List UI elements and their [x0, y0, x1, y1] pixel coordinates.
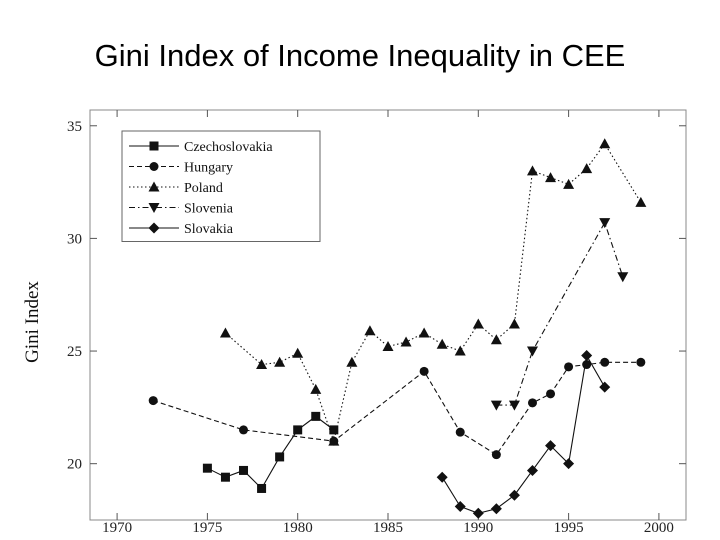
marker-triangle-up — [563, 178, 575, 189]
marker-triangle-up — [599, 138, 611, 149]
marker-triangle-up — [256, 359, 268, 370]
marker-square — [311, 411, 321, 421]
marker-circle — [600, 357, 610, 367]
series-slovakia — [436, 350, 611, 519]
marker-triangle-up — [545, 172, 557, 183]
slide-title: Gini Index of Income Inequality in CEE — [94, 38, 626, 73]
marker-triangle-up — [310, 383, 322, 394]
marker-triangle-up — [454, 345, 466, 356]
legend-label-hungary: Hungary — [184, 161, 233, 176]
x-tick-label: 1990 — [463, 520, 493, 536]
legend-label-slovenia: Slovenia — [184, 202, 234, 217]
marker-triangle-down — [490, 400, 502, 411]
marker-square — [149, 141, 159, 151]
marker-square — [202, 463, 212, 473]
marker-circle — [239, 425, 249, 435]
marker-circle — [149, 162, 159, 171]
marker-triangle-down — [526, 346, 538, 357]
marker-diamond — [545, 440, 557, 452]
marker-circle — [564, 362, 574, 372]
y-axis-title: Gini Index — [22, 281, 43, 363]
series-line-hungary — [153, 361, 641, 456]
legend-label-czechoslovakia: Czechoslovakia — [184, 140, 273, 155]
marker-diamond — [454, 500, 466, 512]
marker-triangle-up — [508, 318, 520, 329]
marker-circle — [491, 450, 501, 460]
marker-triangle-up — [364, 325, 376, 336]
y-tick-label: 25 — [67, 344, 82, 360]
marker-triangle-up — [274, 356, 286, 367]
marker-triangle-up — [436, 338, 448, 349]
marker-triangle-down — [148, 203, 160, 213]
marker-triangle-up — [400, 336, 412, 347]
x-axis: 1970 1975 1980 1985 1990 1995 2000 — [102, 110, 674, 536]
marker-circle — [148, 396, 158, 406]
marker-triangle-down — [599, 218, 611, 229]
marker-square — [293, 425, 303, 435]
x-tick-label: 2000 — [644, 520, 674, 536]
marker-triangle-up — [581, 163, 593, 174]
marker-circle — [546, 389, 556, 399]
marker-circle — [419, 366, 429, 376]
series-poland — [219, 138, 647, 446]
marker-square — [275, 452, 285, 462]
marker-square — [257, 483, 267, 493]
marker-triangle-up — [526, 165, 538, 176]
marker-diamond — [581, 350, 593, 362]
marker-triangle-up — [292, 347, 304, 358]
x-tick-label: 1995 — [554, 520, 584, 536]
y-tick-label: 35 — [67, 119, 82, 135]
y-tick-label: 20 — [67, 457, 82, 473]
marker-triangle-up — [346, 356, 358, 367]
marker-diamond — [526, 464, 538, 476]
marker-circle — [455, 427, 465, 437]
marker-diamond — [436, 471, 448, 483]
x-tick-label: 1980 — [283, 520, 313, 536]
marker-triangle-up — [635, 196, 647, 207]
marker-circle — [527, 398, 537, 408]
marker-diamond — [599, 381, 611, 393]
x-tick-label: 1975 — [192, 520, 222, 536]
marker-triangle-down — [617, 272, 629, 283]
marker-square — [329, 425, 339, 435]
marker-triangle-up — [490, 334, 502, 345]
marker-triangle-up — [219, 327, 231, 338]
marker-triangle-up — [472, 318, 484, 329]
series-line-poland — [225, 142, 642, 444]
marker-triangle-down — [508, 400, 520, 411]
x-tick-label: 1970 — [102, 520, 132, 536]
marker-diamond — [148, 222, 160, 234]
legend-label-slovakia: Slovakia — [184, 222, 234, 237]
marker-diamond — [490, 503, 502, 515]
legend: Czechoslovakia Hungary Poland Slovenia Slova… — [121, 130, 321, 242]
x-tick-label: 1985 — [373, 520, 403, 536]
marker-triangle-up — [328, 435, 340, 446]
marker-triangle-up — [148, 181, 160, 192]
series-slovenia — [490, 218, 629, 411]
marker-diamond — [563, 458, 575, 470]
marker-square — [239, 465, 249, 475]
series-czechoslovakia — [202, 411, 339, 493]
legend-label-poland: Poland — [184, 181, 223, 196]
marker-square — [220, 472, 230, 482]
marker-circle — [636, 357, 646, 367]
marker-triangle-up — [418, 327, 430, 338]
y-axis: 20 25 30 35 — [67, 119, 686, 473]
series-layer — [148, 138, 647, 519]
series-line-slovakia — [441, 353, 606, 514]
marker-triangle-up — [382, 341, 394, 352]
marker-diamond — [508, 489, 520, 501]
marker-diamond — [472, 507, 484, 519]
y-tick-label: 30 — [67, 231, 82, 247]
